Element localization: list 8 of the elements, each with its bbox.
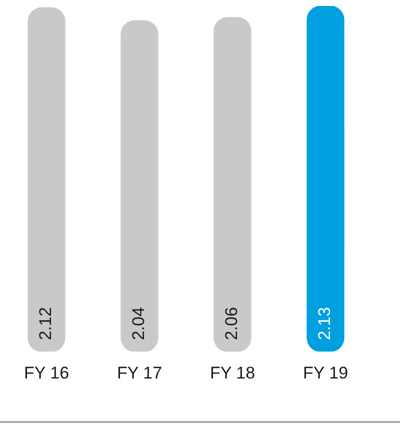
- x-tick-label: FY 18: [210, 363, 256, 382]
- x-tick-label: FY 17: [116, 363, 162, 382]
- x-tick-label: FY 16: [24, 363, 70, 382]
- data-label: 2.13: [315, 307, 334, 340]
- data-label: 2.06: [222, 307, 242, 340]
- x-tick-label: FY 19: [302, 363, 348, 382]
- data-label: 2.04: [129, 307, 148, 340]
- data-label: 2.12: [36, 307, 56, 340]
